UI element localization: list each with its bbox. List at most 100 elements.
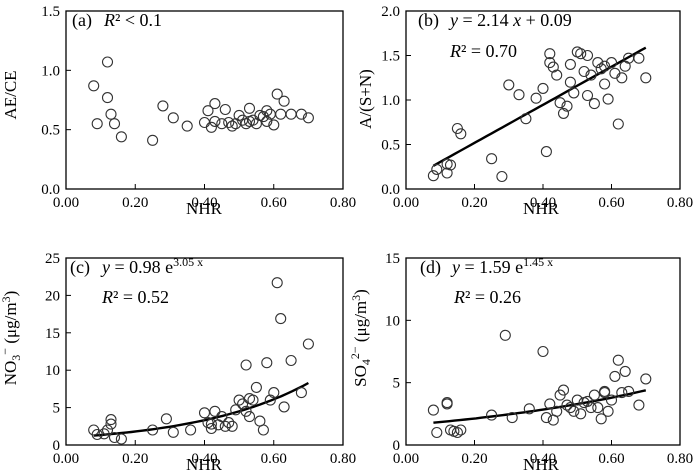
panel-a-x-tick-label: 0.40 (191, 195, 217, 211)
panel-a-plot-frame (65, 10, 344, 190)
panel-b-y-tick-label: 0.0 (381, 182, 400, 198)
panel-d-data-point (551, 405, 563, 417)
panel-b-chart: (b) y = 2.14 x + 0.09 R² = 0.70 NHR A/(S… (356, 4, 693, 218)
panel-d-y-tick-label: 5 (393, 376, 401, 392)
panel-c-data-point (205, 422, 217, 435)
panel-b-data-point (599, 78, 611, 90)
panel-b-data-point (609, 67, 621, 79)
panel-b-data-point (564, 76, 576, 88)
panel-d-data-point (540, 412, 552, 424)
panel-c-data-point (233, 394, 245, 406)
panel-b-data-point (544, 48, 556, 60)
panel-b-x-tick-label: 0.00 (393, 195, 419, 211)
panel-c-data-point (237, 398, 249, 410)
panel-c-equation: y = 0.98 e3.05 x (100, 255, 203, 277)
panel-d-data-point (568, 405, 580, 417)
panel-a-data-point (115, 131, 127, 143)
panel-c-y-tick-label: 10 (45, 363, 60, 379)
panel-c-x-tick-label: 0.40 (191, 451, 217, 467)
panel-c-ylabel: NO3− (μg/m3) (0, 291, 23, 386)
panel-a-data-point (181, 120, 193, 132)
panel-c-data-point (167, 426, 179, 438)
panel-b-data-point (530, 92, 542, 104)
panel-c-data-point (264, 394, 276, 406)
panel-d-data-point (523, 403, 535, 415)
panel-d-data-point (544, 398, 556, 410)
panel-c-data-point (91, 428, 103, 441)
panel-b-data-point (564, 58, 576, 70)
panel-d-data-point (564, 402, 576, 414)
panel-a-data-point (167, 112, 179, 124)
panel-b-data-point (605, 57, 618, 69)
panel-c-data-point (101, 424, 114, 436)
panel-c-data-point (205, 418, 217, 430)
panel-c-x-tick-label: 0.20 (122, 451, 148, 467)
panel-b-data-point (581, 89, 594, 102)
panel-d-data-point (581, 395, 594, 407)
panel-b-data-point (427, 170, 439, 182)
panel-c-annotation: (c) y = 0.98 e3.05 x R² = 0.52 (70, 255, 203, 307)
panel-c-data-point (226, 420, 238, 432)
panel-c-chart: (c) y = 0.98 e3.05 x R² = 0.52 NHR NO3− … (0, 251, 356, 474)
panel-b-data-point (578, 65, 590, 78)
panel-b-data-point (503, 79, 515, 91)
panel-b-annotation: (b) y = 2.14 x + 0.09 R² = 0.70 (418, 10, 572, 61)
panel-c-data-point (285, 354, 297, 367)
panel-b-data-point (616, 72, 628, 84)
panel-b-data-point (588, 98, 600, 110)
panel-b-xlabel: NHR (523, 199, 560, 218)
panel-b-fit-line (432, 46, 647, 167)
panel-c-data-point (271, 277, 283, 289)
panel-a-data-point (223, 116, 235, 129)
panel-a-data-point (198, 116, 211, 129)
panel-d-data-point (588, 389, 600, 401)
panel-c-x-tick-label: 0.80 (330, 451, 356, 467)
panel-d-data-point (537, 345, 549, 358)
panel-d-data-point (427, 404, 439, 416)
panel-d-r2: R² = 0.26 (453, 287, 521, 307)
panel-b-ylabel: A/(S+N) (356, 69, 375, 129)
panel-c-data-point (243, 411, 256, 423)
panel-c-y-tick-label: 5 (53, 401, 61, 417)
panel-a-data-point (205, 121, 217, 133)
panel-b-data-point (520, 113, 532, 125)
panel-d-x-tick-label: 0.00 (393, 451, 419, 467)
panel-c-data-point (209, 405, 221, 417)
panel-d-xlabel: NHR (523, 455, 560, 474)
panel-c-data-point (160, 413, 172, 425)
panel-d-y-tick-label: 15 (385, 251, 400, 267)
panel-b-equation: y = 2.14 x + 0.09 (448, 10, 572, 30)
panel-d-x-tick-label: 0.20 (461, 451, 487, 467)
panel-a-data-point (226, 120, 238, 132)
panel-a-x-tick-label: 0.00 (53, 195, 79, 211)
panel-d-data-point (486, 409, 498, 421)
panel-d-data-point (640, 373, 652, 385)
panel-d-x-tick-label: 0.60 (598, 451, 624, 467)
panel-c-data-point (295, 387, 307, 399)
panel-c-data-point (261, 357, 273, 369)
panel-b-x-tick-label: 0.20 (461, 195, 487, 211)
panel-b-plot-frame (405, 10, 681, 190)
panel-c-data-point (198, 407, 211, 419)
panel-a-data-point (101, 56, 114, 68)
panel-d-label: (d) (420, 257, 441, 278)
panel-b-y-tick-label: 1.0 (381, 93, 400, 109)
panel-a-data-point (105, 108, 117, 120)
panel-d-x-tick-label: 0.40 (530, 451, 556, 467)
panel-c-y-tick-label: 25 (45, 251, 60, 267)
panel-a-data-point (295, 108, 307, 120)
panel-b-data-point (496, 170, 508, 183)
panel-d-plot-frame (405, 257, 681, 446)
panel-a-xlabel: NHR (186, 199, 223, 218)
panel-a-data-point (209, 98, 221, 110)
panel-d-data-point (499, 329, 511, 341)
panel-c-data-point (230, 404, 242, 416)
panel-c-data-point (247, 394, 259, 406)
panel-b-data-point (612, 118, 624, 130)
panel-a-data-point (243, 102, 256, 114)
panel-d-data-point (557, 384, 570, 396)
panel-a-data-point (91, 118, 103, 130)
panel-a-data-point (209, 115, 221, 127)
panel-c-r2: R² = 0.52 (101, 287, 169, 307)
panel-d-fit-line (433, 389, 647, 424)
